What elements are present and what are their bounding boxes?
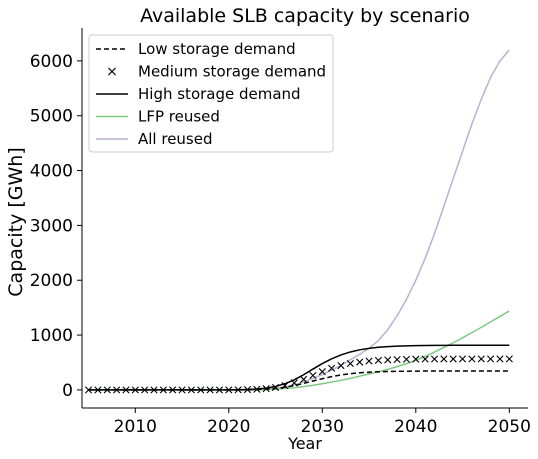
data-point — [365, 357, 373, 365]
data-point — [421, 355, 429, 363]
data-point — [262, 385, 270, 393]
legend-frame — [88, 34, 334, 153]
legend-label: High storage demand — [138, 85, 301, 103]
y-tick-label: 4000 — [30, 162, 73, 182]
data-point — [346, 359, 354, 368]
data-point — [141, 386, 149, 394]
data-point — [281, 382, 289, 390]
data-point — [505, 355, 513, 363]
data-point — [402, 355, 411, 363]
series-layer — [84, 49, 513, 394]
data-point — [215, 386, 224, 394]
x-tick-label: 2010 — [114, 417, 157, 437]
data-point — [393, 355, 401, 364]
data-point — [496, 355, 504, 363]
data-point — [159, 386, 167, 394]
data-point — [449, 355, 457, 363]
legend: Low storage demand Medium storage demand H… — [88, 34, 334, 153]
y-tick-label: 5000 — [30, 107, 73, 127]
y-tick-label: 0 — [62, 381, 73, 401]
series-high-storage-demand-line — [88, 344, 510, 391]
data-point — [84, 386, 93, 394]
data-point — [384, 356, 392, 364]
y-tick-label: 3000 — [30, 216, 73, 236]
x-axis-label: Year — [287, 434, 322, 453]
x-tick-label: 2050 — [488, 417, 531, 437]
y-ticks: 0 1000 2000 3000 4000 5000 6000 — [30, 52, 82, 401]
data-point — [374, 356, 382, 364]
data-point — [468, 355, 476, 363]
data-point — [337, 362, 345, 370]
y-tick-label: 1000 — [30, 326, 73, 346]
data-point — [234, 386, 242, 394]
data-point — [318, 368, 326, 376]
y-tick-label: 2000 — [30, 271, 73, 291]
data-point — [187, 386, 195, 394]
data-point — [178, 386, 186, 394]
data-point — [430, 355, 439, 363]
legend-entry: Medium storage demand — [108, 63, 326, 81]
legend-swatch — [108, 67, 116, 76]
legend-entry: LFP reused — [96, 108, 220, 126]
data-point — [169, 386, 177, 394]
data-point — [300, 375, 308, 383]
chart-title: Available SLB capacity by scenario — [140, 5, 470, 27]
data-point — [122, 386, 130, 394]
legend-entry: Low storage demand — [96, 40, 296, 58]
data-point — [328, 364, 336, 372]
legend-label: LFP reused — [138, 108, 220, 126]
data-point — [458, 355, 467, 363]
data-point — [356, 358, 364, 366]
data-point — [290, 379, 298, 387]
data-point — [197, 386, 205, 394]
legend-label: Medium storage demand — [138, 63, 326, 81]
data-point — [253, 385, 261, 393]
data-point — [206, 386, 214, 394]
data-point — [225, 386, 233, 394]
data-point — [271, 383, 280, 392]
y-tick-label: 6000 — [30, 52, 73, 72]
x-tick-label: 2030 — [301, 417, 344, 437]
y-axis-label: Capacity [GWh] — [5, 147, 27, 296]
legend-entry: High storage demand — [96, 85, 301, 103]
x-tick-label: 2020 — [207, 417, 250, 437]
x-ticks: 2010 2020 2030 2040 2050 — [114, 408, 531, 437]
data-point — [113, 386, 121, 394]
series-low-storage-demand-line — [88, 370, 510, 391]
series-medium-storage-demand — [84, 355, 513, 394]
data-point — [150, 386, 158, 394]
data-point — [131, 386, 139, 394]
legend-label: Low storage demand — [138, 40, 296, 58]
data-point — [94, 386, 102, 394]
data-point — [440, 355, 448, 363]
data-point — [487, 355, 495, 363]
legend-label: All reused — [138, 130, 213, 148]
x-tick-label: 2040 — [394, 417, 437, 437]
legend-entry: All reused — [96, 130, 213, 148]
data-point — [412, 355, 420, 363]
data-point — [243, 386, 252, 394]
data-point — [309, 371, 317, 380]
data-point — [477, 355, 485, 363]
data-point — [103, 386, 111, 394]
